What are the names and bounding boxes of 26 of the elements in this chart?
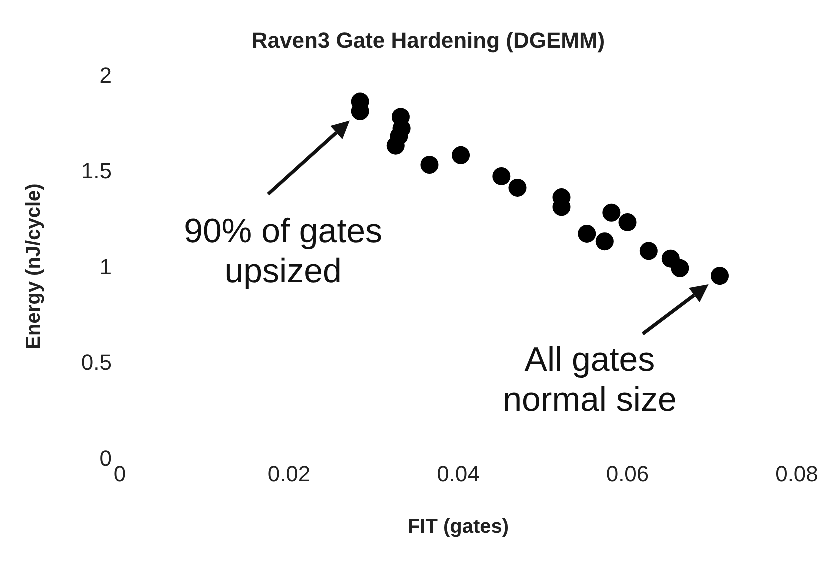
point — [596, 232, 614, 251]
point — [618, 213, 637, 232]
point — [710, 267, 729, 286]
point — [671, 259, 690, 278]
annotation: All gates normal size — [503, 341, 677, 420]
point — [386, 136, 405, 155]
point — [640, 242, 658, 260]
y-tick-label: 2 — [100, 62, 112, 88]
y-tick-label: 1.5 — [81, 158, 112, 184]
x-tick-label: 0.02 — [268, 462, 311, 487]
y-tick-label: 0 — [100, 446, 112, 471]
y-tick-label: 0.5 — [81, 350, 112, 376]
point — [602, 204, 621, 222]
point — [492, 167, 511, 186]
x-tick-label: 0.04 — [437, 462, 480, 487]
point — [420, 156, 439, 174]
y-tick-label: 1 — [100, 254, 112, 280]
x-tick-label: 0.08 — [776, 462, 818, 487]
y-axis-title: Energy (nJ/cycle) — [23, 184, 46, 350]
x-tick-label: 0.06 — [606, 462, 650, 487]
point — [452, 146, 470, 164]
point — [508, 178, 527, 197]
x-axis-title: FIT (gates) — [408, 516, 510, 538]
annotation: 90% of gates upsized — [184, 212, 383, 290]
chart-title: Raven3 Gate Hardening (DGEMM) — [252, 28, 606, 53]
point — [578, 224, 596, 243]
